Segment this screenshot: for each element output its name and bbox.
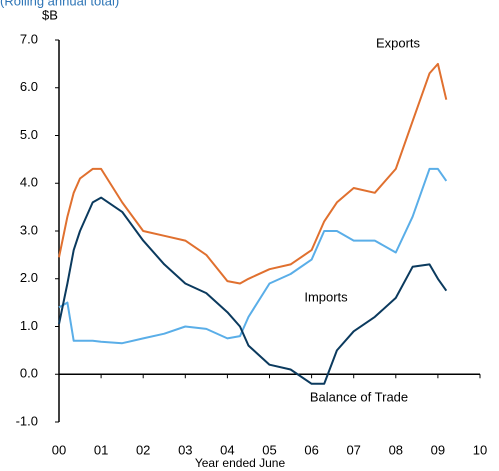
y-tick-label: 6.0 xyxy=(20,79,38,94)
y-tick-label: 4.0 xyxy=(20,175,38,190)
series-line xyxy=(58,196,448,385)
x-tick-label: 03 xyxy=(178,442,192,457)
x-tick-label: 00 xyxy=(52,442,66,457)
y-tick-label: 1.0 xyxy=(20,318,38,333)
y-tick-label: 5.0 xyxy=(20,127,38,142)
x-tick-label: 02 xyxy=(136,442,150,457)
x-tick-label: 09 xyxy=(431,442,445,457)
y-tick-label: -1.0 xyxy=(16,413,38,428)
x-tick-label: 08 xyxy=(389,442,403,457)
y-tick-label: 0.0 xyxy=(20,366,38,381)
y-tick-label: 2.0 xyxy=(20,270,38,285)
y-axis-label: $B xyxy=(42,7,58,22)
chart-subtitle: (Rolling annual total) xyxy=(0,0,119,8)
series-line xyxy=(58,167,448,345)
x-tick-label: 07 xyxy=(346,442,360,457)
y-tick-label: 3.0 xyxy=(20,222,38,237)
x-tick-label: 10 xyxy=(473,442,487,457)
series-label: Exports xyxy=(376,35,421,50)
x-tick-label: 05 xyxy=(262,442,276,457)
series-line xyxy=(58,62,448,285)
x-axis-label: Year ended June xyxy=(195,456,286,470)
series-label: Imports xyxy=(304,289,348,304)
x-tick-label: 01 xyxy=(94,442,108,457)
x-tick-label: 06 xyxy=(304,442,318,457)
x-tick-label: 04 xyxy=(220,442,234,457)
series-label: Balance of Trade xyxy=(310,389,408,404)
y-tick-label: 7.0 xyxy=(20,31,38,46)
